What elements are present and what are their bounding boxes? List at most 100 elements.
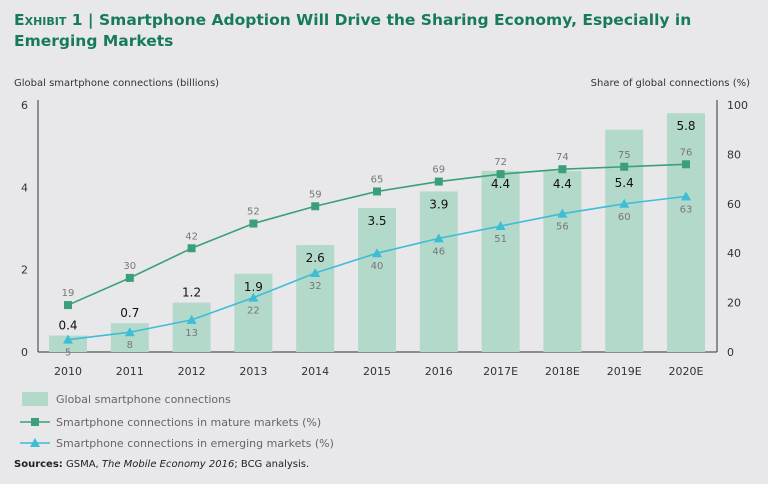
marker-square: [64, 301, 72, 310]
x-tick-label: 2013: [239, 365, 267, 378]
marker-square: [558, 165, 567, 174]
bar-data-label: 1.2: [182, 286, 201, 300]
marker-triangle: [619, 198, 630, 208]
marker-square: [125, 273, 134, 282]
marker-triangle: [681, 191, 691, 201]
x-tick-label: 2014: [301, 365, 329, 378]
marker-triangle: [557, 208, 568, 218]
line-data-label: 19: [62, 288, 75, 299]
y-left-tick-label: 2: [21, 264, 28, 277]
x-tick-label: 2012: [178, 365, 206, 378]
y-left-tick-label: 0: [21, 346, 28, 359]
y-right-tick-label: 0: [727, 346, 734, 359]
line-data-label: 5: [65, 348, 71, 359]
marker-square: [434, 177, 443, 186]
title-text: Smartphone Adoption Will Drive the Shari…: [14, 11, 692, 50]
bar-data-label: 3.9: [429, 197, 448, 211]
legend-marker-triangle: [30, 438, 40, 447]
line-data-label: 42: [185, 231, 198, 242]
marker-square: [682, 160, 690, 169]
line-data-label: 30: [123, 261, 136, 272]
legend-label: Global smartphone connections: [56, 393, 231, 406]
marker-square: [496, 170, 505, 179]
legend-label: Smartphone connections in emerging marke…: [56, 437, 334, 450]
bar: [49, 335, 87, 352]
line-data-label: 56: [556, 222, 569, 233]
x-tick-label: 2017E: [483, 365, 518, 378]
bar: [234, 273, 273, 352]
bar-data-label: 1.9: [244, 280, 263, 294]
bar-data-label: 5.8: [676, 119, 695, 133]
y-right-tick-label: 60: [727, 198, 741, 211]
bar-data-label: 3.5: [367, 214, 386, 228]
legend-label: Smartphone connections in mature markets…: [56, 416, 321, 429]
y-left-tick-label: 4: [21, 181, 28, 194]
chart-title: Exhibit 1 | Smartphone Adoption Will Dri…: [14, 11, 692, 50]
marker-square: [620, 162, 629, 171]
marker-square: [249, 219, 258, 228]
line-data-label: 52: [247, 207, 260, 218]
y-left-axis-label: Global smartphone connections (billions): [14, 78, 219, 89]
sources-label: Sources:: [14, 459, 63, 470]
marker-square: [311, 202, 320, 211]
line-data-label: 59: [309, 189, 322, 200]
x-tick-label: 2016: [425, 365, 453, 378]
line-data-label: 75: [618, 150, 631, 161]
y-left-tick-label: 6: [21, 99, 28, 112]
bar: [543, 170, 582, 352]
line-data-label: 65: [371, 174, 384, 185]
line-data-label: 13: [185, 328, 198, 339]
bar-data-label: 5.4: [615, 176, 634, 190]
line-data-label: 8: [127, 340, 133, 351]
bar: [296, 244, 335, 352]
x-tick-label: 2010: [54, 365, 82, 378]
x-tick-label: 2018E: [545, 365, 580, 378]
marker-triangle: [372, 248, 382, 258]
line-data-label: 69: [432, 165, 445, 176]
line-data-label: 22: [247, 306, 260, 317]
exhibit-label: Exhibit 1: [14, 11, 83, 29]
y-right-tick-label: 40: [727, 247, 741, 260]
y-right-tick-label: 20: [727, 297, 741, 310]
bar: [358, 207, 396, 352]
x-tick-label: 2011: [116, 365, 144, 378]
sources: Sources: GSMA, The Mobile Economy 2016; …: [14, 459, 309, 470]
y-right-axis-label: Share of global connections (%): [591, 78, 750, 89]
legend-swatch-bar: [22, 392, 48, 406]
sources-text: GSMA,: [62, 459, 102, 470]
marker-triangle: [248, 292, 259, 302]
bar: [667, 113, 705, 352]
y-right-tick-label: 80: [727, 148, 741, 161]
x-tick-label: 2020E: [669, 365, 704, 378]
line-data-label: 74: [556, 152, 569, 163]
marker-triangle: [310, 267, 321, 277]
marker-triangle: [433, 233, 444, 243]
bar: [481, 170, 520, 352]
sources-publication: The Mobile Economy 2016: [101, 459, 235, 470]
marker-triangle: [495, 221, 506, 231]
bar-data-label: 0.4: [58, 319, 77, 333]
marker-triangle: [124, 327, 135, 337]
bar-data-label: 4.4: [491, 177, 510, 191]
line-data-label: 72: [494, 157, 507, 168]
line-data-label: 76: [680, 147, 693, 158]
marker-square: [373, 187, 381, 196]
line-data-label: 51: [494, 234, 507, 245]
sources-text-end: ; BCG analysis.: [234, 459, 310, 470]
y-right-tick-label: 100: [727, 99, 748, 112]
line-data-label: 60: [618, 212, 631, 223]
bar-data-label: 0.7: [120, 306, 139, 320]
bar-data-label: 2.6: [306, 251, 325, 265]
marker-square: [187, 244, 196, 253]
line-data-label: 32: [309, 281, 322, 292]
line-data-label: 46: [432, 246, 445, 257]
x-tick-label: 2019E: [607, 365, 642, 378]
bar-data-label: 4.4: [553, 177, 572, 191]
x-tick-label: 2015: [363, 365, 391, 378]
legend-marker-square: [31, 418, 39, 426]
marker-triangle: [186, 314, 197, 324]
line-data-label: 40: [371, 261, 384, 272]
line-data-label: 63: [680, 204, 693, 215]
marker-triangle: [63, 334, 73, 344]
